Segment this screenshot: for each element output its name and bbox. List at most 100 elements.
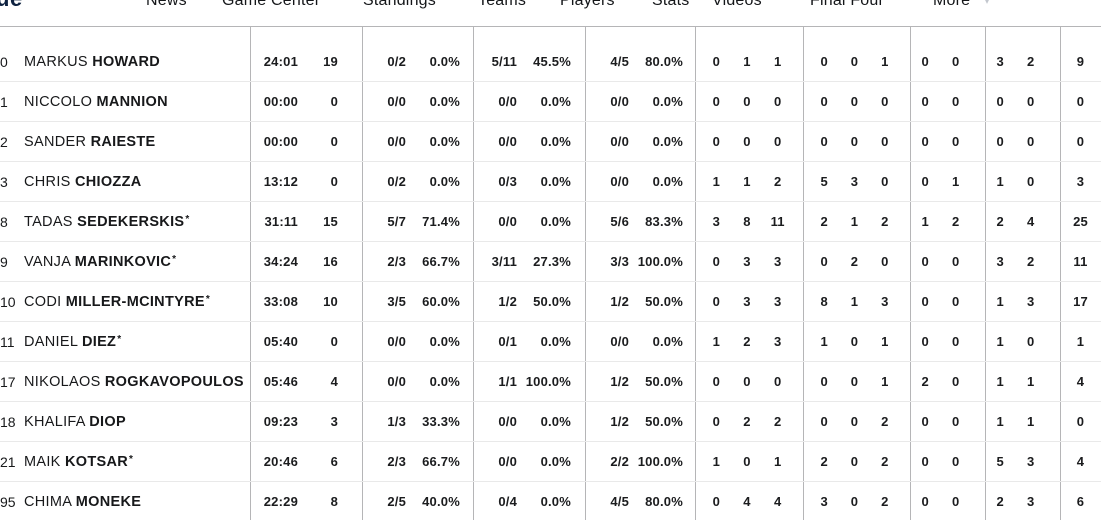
three-point-cell: 0/0 0.0% [473,94,585,109]
assists-steals-turnovers-cell: 8 1 3 [803,294,910,309]
starter-marker: * [185,213,190,225]
steals-value: 0 [850,134,859,149]
2pt-percentage: 0.0% [429,374,460,389]
player-cell[interactable]: 2 SANDER RAIESTE [0,134,250,150]
player-cell[interactable]: 11 DANIEL DIEZ* [0,334,250,350]
free-throw-cell: 5/6 83.3% [585,214,695,229]
column-divider [803,27,804,520]
blocks-favor-value: 2 [921,374,929,389]
table-row[interactable]: 8 TADAS SEDEKERSKIS* 31:11 15 5/7 71.4% … [0,202,1101,242]
three-point-cell: 0/0 0.0% [473,414,585,429]
chevron-down-icon[interactable]: ▾ [984,0,991,7]
blocks-cell: 0 0 [910,134,985,149]
player-cell[interactable]: 1 NICCOLO MANNION [0,94,250,110]
fouls-committed-value: 3 [996,54,1004,69]
min-pts-cell: 34:24 16 [250,254,362,269]
table-row[interactable]: 1 NICCOLO MANNION 00:00 0 0/0 0.0% 0/0 0… [0,82,1101,122]
ft-made-attempted: 3/3 [610,254,629,269]
two-point-cell: 0/0 0.0% [362,134,473,149]
box-score-table: 0 MARKUS HOWARD 24:01 19 0/2 0.0% 5/11 4… [0,26,1101,520]
nav-item-standings[interactable]: Standings [363,0,436,9]
table-row[interactable]: 10 CODI MILLER-MCINTYRE* 33:08 10 3/5 60… [0,282,1101,322]
pir-cell: 4 [1060,454,1101,469]
site-logo-fragment[interactable]: ue [0,0,23,11]
2pt-made-attempted: 2/5 [387,494,406,509]
assists-value: 0 [820,414,828,429]
ft-made-attempted: 1/2 [610,414,629,429]
three-point-cell: 1/1 100.0% [473,374,585,389]
2pt-made-attempted: 5/7 [387,214,406,229]
table-row[interactable]: 18 KHALIFA DIOP 09:23 3 1/3 33.3% 0/0 0.… [0,402,1101,442]
fouls-received-value: 3 [1027,454,1035,469]
turnovers-value: 1 [881,374,889,389]
player-cell[interactable]: 9 VANJA MARINKOVIC* [0,254,250,270]
table-row[interactable]: 9 VANJA MARINKOVIC* 34:24 16 2/3 66.7% 3… [0,242,1101,282]
2pt-made-attempted: 0/0 [387,94,406,109]
nav-item-stats[interactable]: Stats [652,0,690,9]
table-row[interactable]: 0 MARKUS HOWARD 24:01 19 0/2 0.0% 5/11 4… [0,42,1101,82]
player-cell[interactable]: 18 KHALIFA DIOP [0,414,250,430]
minutes-value: 00:00 [263,134,298,149]
3pt-percentage: 0.0% [540,454,571,469]
table-row[interactable]: 17 NIKOLAOS ROGKAVOPOULOS 05:46 4 0/0 0.… [0,362,1101,402]
fouls-committed-value: 1 [996,294,1004,309]
nav-item-news[interactable]: News [146,0,187,9]
player-name: VANJA MARINKOVIC* [24,253,177,270]
nav-item-videos[interactable]: Videos [712,0,762,9]
ft-made-attempted: 0/0 [610,334,629,349]
pir-cell: 0 [1060,94,1101,109]
assists-value: 2 [820,214,828,229]
nav-item-game-center[interactable]: Game Center [222,0,321,9]
3pt-made-attempted: 0/0 [498,94,517,109]
points-value: 0 [330,334,338,349]
table-row[interactable]: 2 SANDER RAIESTE 00:00 0 0/0 0.0% 0/0 0.… [0,122,1101,162]
ft-made-attempted: 5/6 [610,214,629,229]
three-point-cell: 5/11 45.5% [473,54,585,69]
nav-item-players[interactable]: Players [560,0,615,9]
jersey-number: 21 [0,453,16,470]
pir-cell: 4 [1060,374,1101,389]
total-rebounds: 0 [773,374,782,389]
3pt-made-attempted: 3/11 [491,254,517,269]
player-cell[interactable]: 0 MARKUS HOWARD [0,54,250,70]
steals-value: 0 [850,374,859,389]
min-pts-cell: 20:46 6 [250,454,362,469]
player-cell[interactable]: 95 CHIMA MONEKE [0,494,250,510]
nav-item-more[interactable]: More [933,0,971,9]
player-cell[interactable]: 10 CODI MILLER-MCINTYRE* [0,294,250,310]
free-throw-cell: 0/0 0.0% [585,334,695,349]
pir-value: 0 [1076,94,1085,109]
player-cell[interactable]: 3 CHRIS CHIOZZA [0,174,250,190]
pir-value: 0 [1076,134,1085,149]
steals-value: 0 [850,494,859,509]
player-rows: 0 MARKUS HOWARD 24:01 19 0/2 0.0% 5/11 4… [0,42,1101,520]
turnovers-value: 3 [881,294,889,309]
points-value: 4 [330,374,338,389]
player-cell[interactable]: 8 TADAS SEDEKERSKIS* [0,214,250,230]
player-name: NIKOLAOS ROGKAVOPOULOS [24,373,244,390]
fouls-committed-value: 3 [996,254,1004,269]
player-cell[interactable]: 17 NIKOLAOS ROGKAVOPOULOS [0,374,250,390]
3pt-made-attempted: 1/1 [498,374,517,389]
table-row[interactable]: 3 CHRIS CHIOZZA 13:12 0 0/2 0.0% 0/3 0.0… [0,162,1101,202]
offensive-rebounds: 1 [712,334,721,349]
table-row[interactable]: 21 MAIK KOTSAR* 20:46 6 2/3 66.7% 0/0 0.… [0,442,1101,482]
total-rebounds: 0 [773,94,782,109]
pir-cell: 9 [1060,54,1101,69]
fouls-cell: 3 2 [985,54,1060,69]
nav-item-teams[interactable]: Teams [478,0,527,9]
offensive-rebounds: 0 [712,494,721,509]
fouls-received-value: 2 [1027,54,1035,69]
min-pts-cell: 24:01 19 [250,54,362,69]
player-cell[interactable]: 21 MAIK KOTSAR* [0,454,250,470]
turnovers-value: 0 [881,94,889,109]
table-row[interactable]: 95 CHIMA MONEKE 22:29 8 2/5 40.0% 0/4 0.… [0,482,1101,520]
pir-value: 9 [1076,54,1085,69]
3pt-percentage: 0.0% [540,174,571,189]
nav-item-final-four[interactable]: Final Four [810,0,885,9]
fouls-committed-value: 5 [996,454,1004,469]
2pt-made-attempted: 3/5 [387,294,406,309]
player-name: MARKUS HOWARD [24,53,161,70]
jersey-number: 2 [0,133,8,150]
table-row[interactable]: 11 DANIEL DIEZ* 05:40 0 0/0 0.0% 0/1 0.0… [0,322,1101,362]
